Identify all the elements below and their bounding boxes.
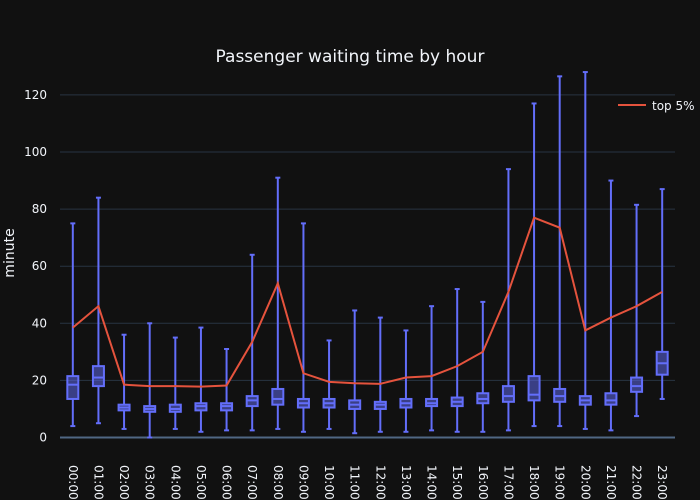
- x-tick-label-6: 06:00: [220, 465, 234, 500]
- box-05:00[interactable]: [194, 326, 208, 433]
- box-15:00[interactable]: [450, 288, 464, 433]
- x-tick-label-0: 00:00: [66, 465, 80, 500]
- box-11:00[interactable]: [348, 309, 362, 435]
- x-tick-label-4: 04:00: [168, 465, 182, 500]
- y-tick-label-1: 20: [32, 373, 47, 387]
- x-tick-label-8: 08:00: [271, 465, 285, 500]
- x-tick-label-3: 03:00: [143, 465, 157, 500]
- y-axis-ticks: 0 20 40 60 80 100 120: [24, 88, 47, 445]
- x-tick-label-18: 18:00: [527, 465, 541, 500]
- x-axis-ticks: 00:00 01:00 02:00 03:00 04:00 05:00 06:00 07:00…: [66, 465, 669, 500]
- x-tick-label-15: 15:00: [450, 465, 464, 500]
- x-tick-label-13: 13:00: [399, 465, 413, 500]
- box-00:00[interactable]: [66, 222, 80, 428]
- box-20:00[interactable]: [578, 71, 592, 430]
- box-12:00[interactable]: [373, 316, 387, 433]
- box-01:00[interactable]: [91, 196, 105, 425]
- x-tick-label-11: 11:00: [348, 465, 362, 500]
- boxes: [66, 71, 669, 439]
- chart-title: Passenger waiting time by hour: [216, 47, 485, 67]
- box-13:00[interactable]: [399, 329, 413, 433]
- box-body: [630, 376, 644, 393]
- x-tick-label-12: 12:00: [373, 465, 387, 500]
- x-tick-label-22: 22:00: [630, 465, 644, 500]
- box-10:00[interactable]: [322, 339, 336, 430]
- box-06:00[interactable]: [220, 347, 234, 432]
- y-tick-label-5: 100: [24, 145, 47, 159]
- x-tick-label-16: 16:00: [476, 465, 490, 500]
- box-16:00[interactable]: [476, 300, 490, 433]
- x-tick-label-5: 05:00: [194, 465, 208, 500]
- y-tick-label-0: 0: [39, 431, 47, 445]
- series-lines: [72, 216, 663, 388]
- legend[interactable]: top 5%: [618, 99, 695, 113]
- box-body: [501, 385, 515, 403]
- box-body: [66, 375, 80, 400]
- box-09:00[interactable]: [296, 222, 310, 433]
- box-17:00[interactable]: [501, 168, 515, 432]
- y-axis-label: minute: [2, 228, 18, 277]
- y-tick-label-4: 80: [32, 202, 47, 216]
- x-tick-label-1: 01:00: [91, 465, 105, 500]
- box-18:00[interactable]: [527, 102, 541, 428]
- x-tick-label-17: 17:00: [501, 465, 515, 500]
- x-tick-label-20: 20:00: [578, 465, 592, 500]
- box-22:00[interactable]: [630, 203, 644, 418]
- y-tick-label-2: 40: [32, 316, 47, 330]
- grid-lines: [60, 94, 675, 439]
- x-tick-label-23: 23:00: [655, 465, 669, 500]
- box-08:00[interactable]: [271, 176, 285, 430]
- x-tick-label-2: 02:00: [117, 465, 131, 500]
- legend-label: top 5%: [652, 99, 695, 113]
- y-tick-label-6: 120: [24, 88, 47, 102]
- box-23:00[interactable]: [655, 188, 669, 400]
- x-tick-label-14: 14:00: [425, 465, 439, 500]
- box-body: [604, 392, 618, 406]
- x-tick-label-19: 19:00: [553, 465, 567, 500]
- y-tick-label-3: 60: [32, 259, 47, 273]
- series-line-0[interactable]: [72, 216, 663, 388]
- box-body: [527, 375, 541, 402]
- box-03:00[interactable]: [143, 322, 157, 439]
- box-07:00[interactable]: [245, 253, 259, 432]
- box-14:00[interactable]: [425, 305, 439, 432]
- box-21:00[interactable]: [604, 179, 618, 432]
- x-tick-label-10: 10:00: [322, 465, 336, 500]
- x-tick-label-9: 09:00: [296, 465, 310, 500]
- box-19:00[interactable]: [553, 75, 567, 428]
- box-02:00[interactable]: [117, 333, 131, 430]
- x-tick-label-21: 21:00: [604, 465, 618, 500]
- box-body: [271, 387, 285, 406]
- box-04:00[interactable]: [168, 336, 182, 430]
- box-body: [91, 365, 105, 388]
- x-tick-label-7: 07:00: [245, 465, 259, 500]
